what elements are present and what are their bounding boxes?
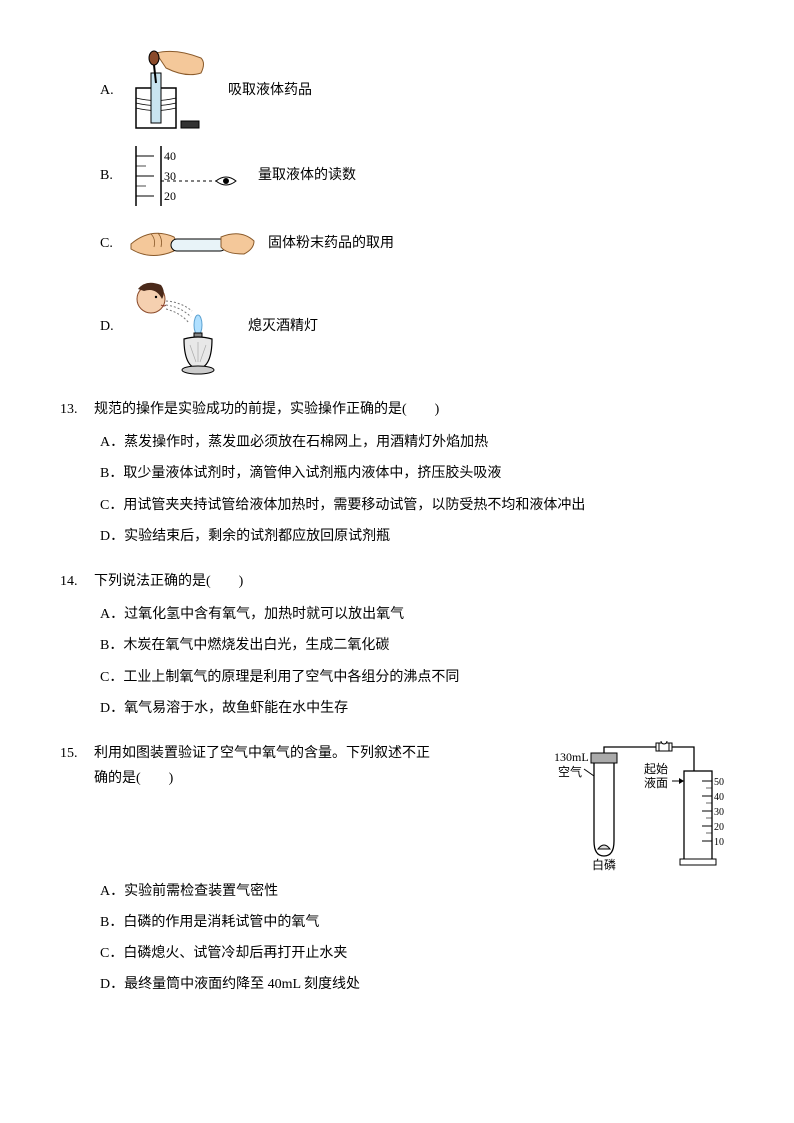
svg-text:20: 20 <box>164 189 176 203</box>
option-a-label: A. <box>100 78 118 103</box>
q13-option-a: A．蒸发操作时，蒸发皿必须放在石棉网上，用酒精灯外焰加热 <box>100 430 734 455</box>
dropper-bottle-icon <box>126 48 216 133</box>
q15-stem-line2: 确的是( ) <box>94 766 554 791</box>
q14-option-d: D．氧气易溶于水，故鱼虾能在水中生存 <box>100 696 734 721</box>
question-14: 14. 下列说法正确的是( ) <box>60 569 734 594</box>
q14-stem: 下列说法正确的是( ) <box>94 569 734 594</box>
svg-text:10: 10 <box>714 837 724 848</box>
svg-text:40: 40 <box>714 792 724 803</box>
svg-text:20: 20 <box>714 822 724 833</box>
svg-text:空气: 空气 <box>558 764 582 779</box>
apparatus-icon: 50 40 30 20 10 130mL 空气 白磷 起始 液面 <box>554 741 734 871</box>
q15-stem-line1: 利用如图装置验证了空气中氧气的含量。下列叙述不正 <box>94 741 554 766</box>
option-d-label: D. <box>100 314 118 339</box>
powder-scoop-icon <box>126 219 256 269</box>
option-d-image <box>126 277 236 377</box>
option-c-text: 固体粉末药品的取用 <box>268 231 394 256</box>
q15-option-b: B．白磷的作用是消耗试管中的氧气 <box>100 910 734 935</box>
option-b-image: 40 30 20 <box>126 141 246 211</box>
svg-text:起始: 起始 <box>644 762 668 776</box>
cylinder-reading-icon: 40 30 20 <box>126 141 246 211</box>
svg-text:50: 50 <box>714 777 724 788</box>
option-a-image <box>126 48 216 133</box>
q15-option-a: A．实验前需检查装置气密性 <box>100 879 734 904</box>
svg-text:30: 30 <box>714 807 724 818</box>
q15-number: 15. <box>60 741 88 766</box>
option-c-label: C. <box>100 231 118 256</box>
option-d-text: 熄灭酒精灯 <box>248 314 318 339</box>
q13-number: 13. <box>60 397 88 422</box>
option-b-text: 量取液体的读数 <box>258 163 356 188</box>
q15-stem-block: 利用如图装置验证了空气中氧气的含量。下列叙述不正 确的是( ) <box>94 741 554 791</box>
q14-option-a: A．过氧化氢中含有氧气，加热时就可以放出氧气 <box>100 602 734 627</box>
q15-figure: 50 40 30 20 10 130mL 空气 白磷 起始 液面 <box>554 741 734 871</box>
q14-number: 14. <box>60 569 88 594</box>
q15-option-c: C．白磷熄火、试管冷却后再打开止水夹 <box>100 941 734 966</box>
q14-option-b: B．木炭在氧气中燃烧发出白光，生成二氧化碳 <box>100 633 734 658</box>
q13-stem: 规范的操作是实验成功的前提，实验操作正确的是( ) <box>94 397 734 422</box>
q14-option-c: C．工业上制氧气的原理是利用了空气中各组分的沸点不同 <box>100 665 734 690</box>
option-b-row: B. 40 30 20 量取液体的读数 <box>100 141 734 211</box>
question-13: 13. 规范的操作是实验成功的前提，实验操作正确的是( ) <box>60 397 734 422</box>
svg-text:液面: 液面 <box>644 775 668 790</box>
option-a-text: 吸取液体药品 <box>228 78 312 103</box>
q13-option-d: D．实验结束后，剩余的试剂都应放回原试剂瓶 <box>100 524 734 549</box>
option-c-image <box>126 219 256 269</box>
svg-text:白磷: 白磷 <box>592 857 616 871</box>
q13-option-b: B．取少量液体试剂时，滴管伸入试剂瓶内液体中，挤压胶头吸液 <box>100 461 734 486</box>
option-c-row: C. 固体粉末药品的取用 <box>100 219 734 269</box>
option-b-label: B. <box>100 163 118 188</box>
svg-text:40: 40 <box>164 149 176 163</box>
option-d-row: D. 熄灭酒精灯 <box>100 277 734 377</box>
question-15: 15. 利用如图装置验证了空气中氧气的含量。下列叙述不正 确的是( ) <box>60 741 734 871</box>
q15-option-d: D．最终量筒中液面约降至 40mL 刻度线处 <box>100 972 734 997</box>
svg-text:130mL: 130mL <box>554 750 589 764</box>
option-a-row: A. 吸取液体药品 <box>100 48 734 133</box>
blow-lamp-icon <box>126 277 236 377</box>
q13-option-c: C．用试管夹夹持试管给液体加热时，需要移动试管，以防受热不均和液体冲出 <box>100 493 734 518</box>
